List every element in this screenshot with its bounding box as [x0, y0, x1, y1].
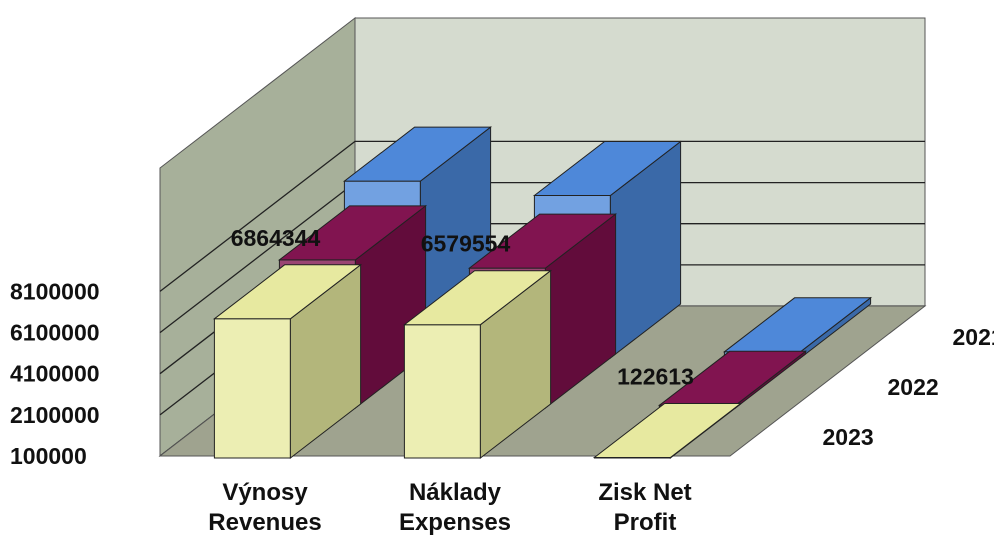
- bar-top-face: [212, 264, 363, 320]
- bar-top-face: [532, 141, 683, 196]
- bar-2023-2: [402, 269, 553, 460]
- y-tick-label: 6100000: [10, 320, 100, 346]
- bar-top-face: [592, 403, 743, 458]
- bar-front-face: [403, 324, 481, 459]
- bar-top-face: [402, 270, 553, 326]
- y-tick-label: 4100000: [10, 361, 100, 387]
- y-tick-label: 100000: [10, 443, 87, 469]
- data-label: 6579554: [421, 231, 511, 257]
- bars: [212, 126, 873, 460]
- x-tick-label: Náklady Expenses: [399, 479, 511, 536]
- series-label-2023: 2023: [823, 424, 874, 450]
- y-tick-label: 2100000: [10, 402, 100, 428]
- bar-top-face: [467, 213, 618, 269]
- x-tick-label-line: Expenses: [399, 509, 511, 536]
- x-tick-label-line: Výnosy: [222, 479, 308, 506]
- bar-2023-3: [592, 402, 743, 460]
- bar-2023-1: [212, 263, 363, 460]
- gridline: [159, 140, 925, 292]
- bar-top-face: [277, 205, 428, 261]
- bar-top-face: [342, 126, 493, 182]
- x-tick-label: Zisk Net Profit: [598, 479, 691, 536]
- series-label-2022: 2022: [888, 374, 939, 400]
- data-label: 6864344: [231, 225, 321, 251]
- y-tick-label: 8100000: [10, 278, 100, 304]
- x-tick-label: Výnosy Revenues: [208, 479, 321, 536]
- x-tick-label-line: Revenues: [208, 509, 321, 536]
- labels: 100000 2100000 4100000 6100000 8100000 Výnosy…: [10, 225, 994, 536]
- data-label: 122613: [617, 364, 694, 390]
- x-tick-label-line: Náklady: [409, 479, 502, 506]
- x-tick-label-line: Profit: [614, 509, 677, 536]
- series-label-2021: 2021: [953, 324, 994, 350]
- x-tick-label-line: Zisk Net: [598, 479, 691, 506]
- bar-front-face: [213, 318, 291, 459]
